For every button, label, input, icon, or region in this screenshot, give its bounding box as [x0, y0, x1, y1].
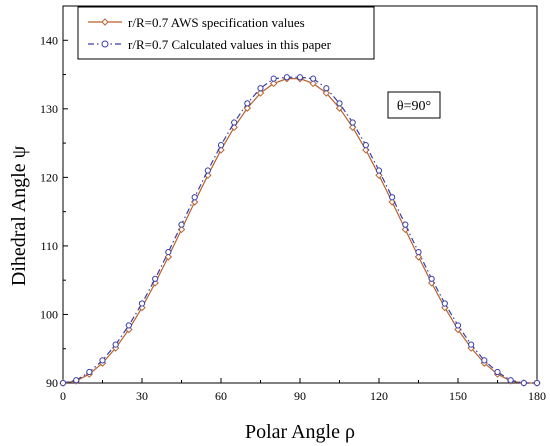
data-point — [269, 79, 278, 88]
data-point — [349, 119, 356, 126]
y-tick-label: 140 — [40, 33, 58, 47]
data-point — [138, 300, 146, 307]
data-point — [86, 368, 93, 376]
annotation-box: θ=90° — [387, 91, 441, 119]
x-tick-label: 0 — [60, 389, 66, 403]
y-tick-label: 100 — [40, 307, 58, 321]
legend-label-aws: r/R=0.7 AWS specification values — [128, 15, 305, 30]
data-point — [388, 198, 396, 206]
y-axis-label: Dihedral Angle ψ — [8, 145, 30, 286]
data-point — [165, 248, 172, 256]
data-point — [178, 221, 185, 228]
data-point — [402, 221, 409, 228]
data-point — [217, 142, 225, 149]
data-point — [164, 253, 173, 261]
legend-swatch-marker — [101, 18, 109, 26]
annotation-frame — [387, 91, 441, 119]
data-point — [244, 100, 251, 107]
data-point — [270, 75, 277, 82]
data-point — [296, 74, 304, 81]
x-tick-label: 150 — [449, 389, 467, 403]
data-point — [533, 379, 541, 387]
x-axis-label: Polar Angle ρ — [245, 421, 355, 443]
y-tick-label: 90 — [46, 376, 58, 390]
data-point — [428, 275, 435, 282]
legend-box — [77, 6, 375, 60]
data-point — [256, 89, 265, 97]
x-tick-label: 60 — [215, 389, 227, 403]
data-point — [468, 341, 475, 348]
legend-label-calculated: r/R=0.7 Calculated values in this paper — [128, 37, 332, 52]
data-point — [336, 100, 343, 107]
y-tick-label: 120 — [40, 170, 58, 184]
data-point — [415, 248, 422, 256]
series-layer — [59, 74, 541, 387]
data-point — [59, 379, 67, 387]
legend-swatch-marker — [101, 40, 109, 48]
data-point — [414, 253, 423, 261]
x-tick-label: 120 — [370, 389, 388, 403]
legend: r/R=0.7 AWS specification values r/R=0.7… — [77, 6, 375, 60]
data-point — [310, 75, 317, 82]
data-point — [73, 377, 80, 384]
data-point — [441, 300, 448, 307]
data-point — [389, 194, 396, 201]
series-1 — [59, 74, 541, 387]
data-point — [231, 119, 238, 126]
data-point — [375, 167, 383, 174]
data-point — [362, 142, 369, 149]
data-point — [283, 74, 290, 81]
data-point — [322, 89, 331, 97]
data-point — [335, 104, 344, 112]
data-point — [507, 377, 514, 384]
data-point — [323, 85, 330, 92]
data-point — [191, 194, 198, 201]
data-point — [309, 79, 317, 88]
data-point — [494, 368, 501, 376]
data-point — [257, 85, 264, 92]
y-tick-label: 130 — [40, 102, 58, 116]
data-point — [177, 225, 186, 234]
x-tick-label: 30 — [136, 389, 148, 403]
x-tick-label: 90 — [294, 389, 306, 403]
data-point — [362, 146, 370, 154]
y-tick-label: 110 — [40, 239, 58, 253]
axis-ticks: 0 30 60 90 120 150 180 90 100 110 120 130 140 — [40, 33, 546, 403]
data-point — [112, 341, 119, 348]
data-point — [520, 379, 527, 387]
data-point — [99, 357, 106, 364]
data-point — [481, 357, 488, 364]
data-point — [152, 275, 159, 282]
x-tick-label: 180 — [528, 389, 546, 403]
data-point — [454, 322, 462, 329]
data-point — [125, 322, 132, 329]
data-point — [204, 167, 211, 174]
legend-swatches — [88, 18, 122, 48]
annotation-theta: θ=90° — [397, 99, 431, 114]
